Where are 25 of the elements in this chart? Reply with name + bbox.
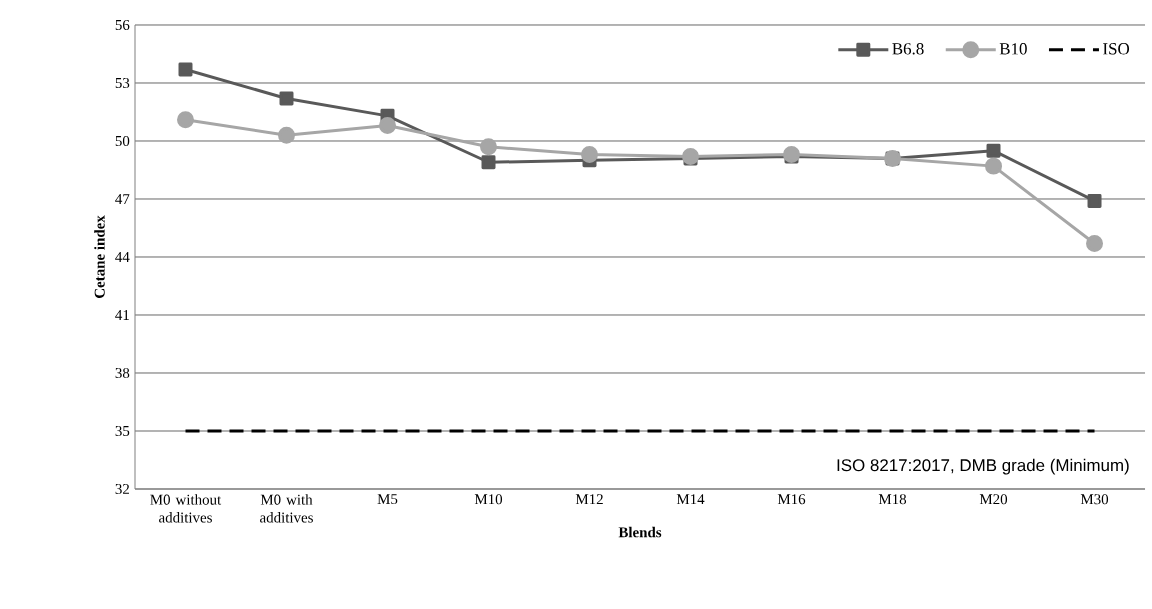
x-tick-label: M14 [676,494,705,505]
x-tick-label: M5 [377,494,398,505]
x-tick-label: M0 with additives [260,494,313,523]
y-tick-label: 38 [115,367,130,379]
x-tick-label: M30 [1080,494,1109,505]
x-tick-label: M18 [878,494,907,505]
x-tick-label: M10 [474,494,503,505]
x-tick-label: M12 [575,494,603,505]
y-axis-title: Cetane index [94,215,105,298]
legend-label: ISO [1103,43,1130,55]
y-tick-label: 41 [115,310,129,320]
x-axis-title: Blends [618,526,662,538]
legend-label: B10 [999,43,1027,55]
y-tick-label: 32 [115,483,129,495]
y-tick-label: 35 [115,425,130,437]
x-tick-label: M0 without additives [150,494,222,523]
x-tick-label: M16 [777,494,806,505]
y-tick-label: 56 [115,19,130,31]
y-tick-label: 50 [115,135,130,147]
y-tick-label: 53 [115,77,130,89]
legend-label: B6.8 [892,43,924,55]
annotation: ISO 8217:2017, DMB grade (Minimum) [837,458,1129,475]
y-tick-label: 44 [115,252,130,262]
x-tick-label: M20 [979,494,1008,505]
y-tick-label: 47 [115,194,130,204]
